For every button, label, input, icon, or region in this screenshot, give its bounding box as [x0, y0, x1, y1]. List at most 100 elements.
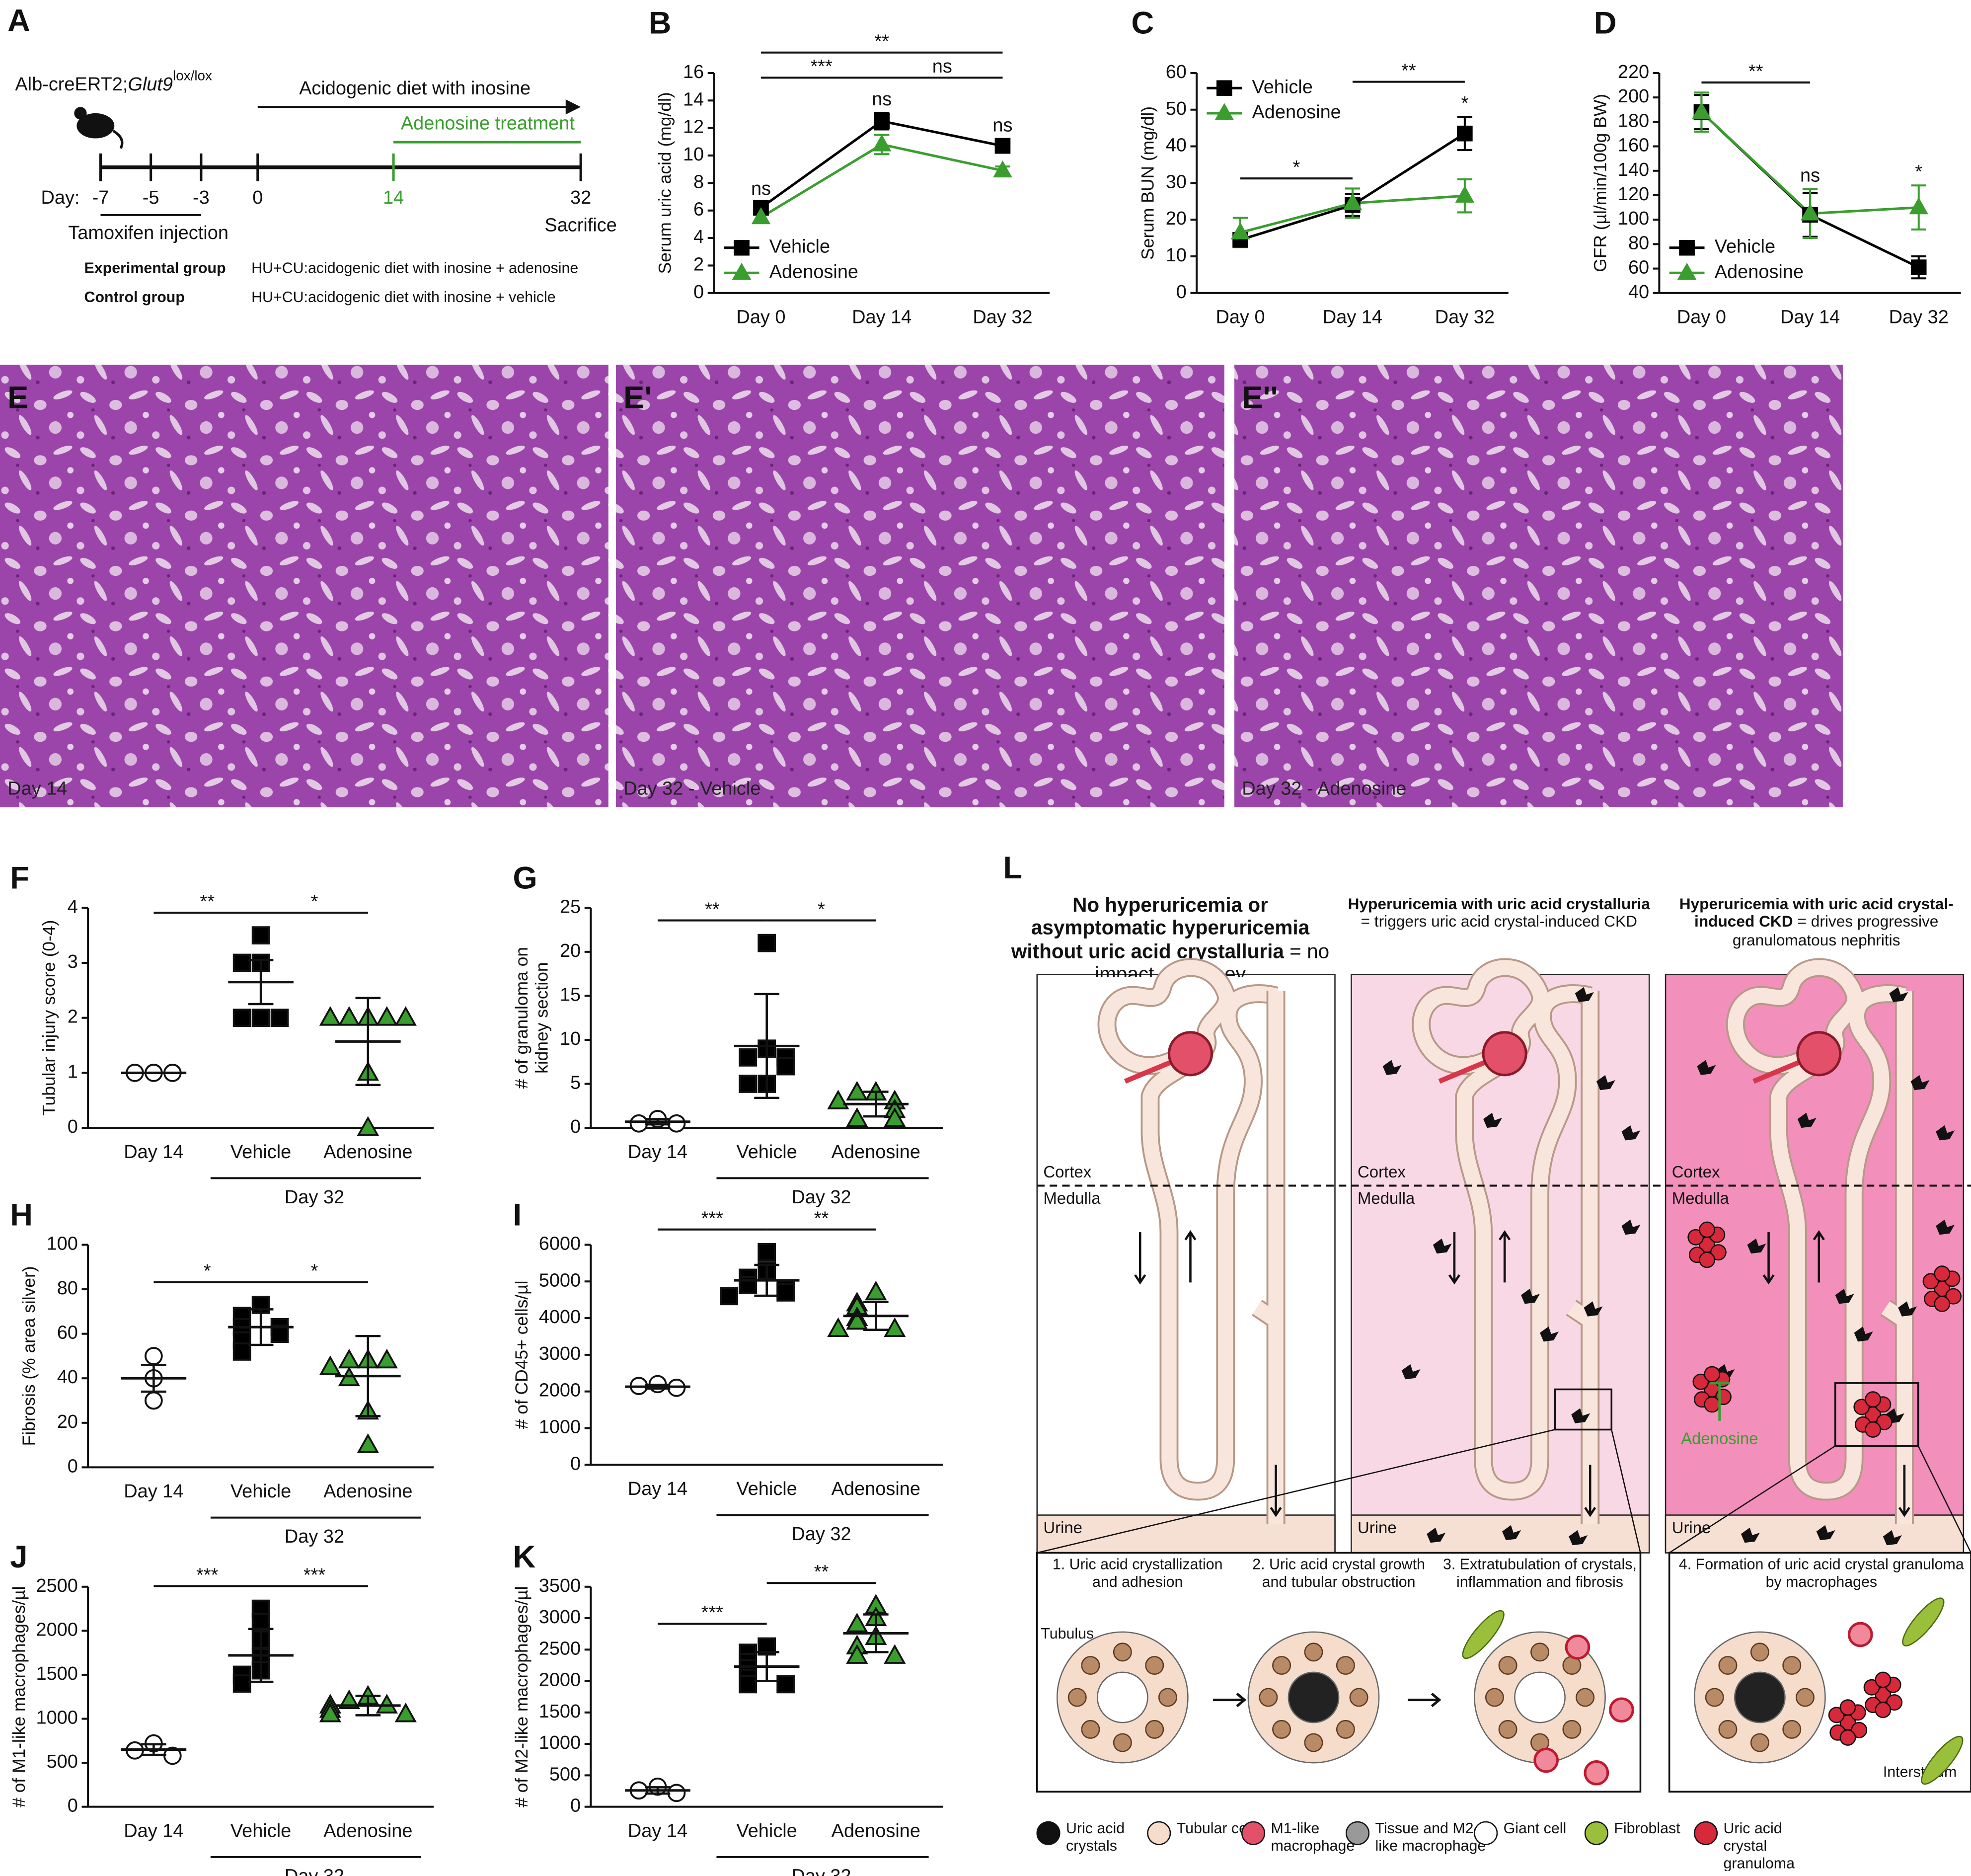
crystal	[1596, 1075, 1615, 1091]
marker	[846, 1644, 868, 1664]
marker	[251, 926, 270, 944]
granuloma-cell	[1839, 1699, 1856, 1716]
nephron	[1099, 960, 1278, 1499]
y-tick-label: 25	[560, 896, 581, 917]
x-tick-label: Vehicle	[737, 1820, 797, 1841]
y-tick-label: 60	[57, 1323, 78, 1343]
marker	[846, 1081, 868, 1101]
zone-label: Cortex	[1672, 1163, 1720, 1181]
image-caption: Day 32 - Adenosine	[1242, 778, 1406, 799]
group-label: Day 32	[285, 1866, 344, 1876]
text-run: Uric acid crystal granuloma	[1723, 1820, 1795, 1871]
marker	[776, 1283, 795, 1302]
legend-label-text: Uric acid crystals	[1066, 1820, 1172, 1855]
nucleus	[1304, 1642, 1323, 1662]
marker	[319, 1006, 342, 1026]
granuloma-cell	[1699, 1251, 1716, 1268]
y-tick-label: 2	[68, 1007, 78, 1027]
marker	[732, 262, 752, 280]
x-tick-label: Adenosine	[832, 1142, 920, 1163]
group-label: Day 32	[791, 1524, 851, 1545]
y-tick-label: 2500	[539, 1638, 581, 1659]
marker	[270, 1009, 289, 1027]
sd-bar	[355, 997, 381, 1087]
tamoxifen-label: Tamoxifen injection	[68, 223, 228, 243]
panel-letter: E	[7, 381, 28, 415]
legend-icon	[1036, 1821, 1061, 1845]
significance-label: *	[311, 891, 318, 912]
zone-label: Cortex	[1043, 1163, 1091, 1181]
sd-bar	[355, 1695, 381, 1717]
nucleus	[1259, 1688, 1278, 1707]
marker	[357, 1433, 379, 1453]
legend-label: Vehicle	[1252, 77, 1312, 97]
y-tick-label: 15	[560, 984, 581, 1005]
granuloma-cell	[1692, 1373, 1709, 1390]
granuloma-cell	[1863, 1679, 1880, 1696]
flow-arrow	[1584, 1465, 1596, 1517]
x-tick-label: Day 14	[1323, 307, 1382, 327]
panel-letter: F	[10, 860, 29, 895]
crystal	[1621, 1125, 1641, 1141]
legend-label: Uric acid crystal granuloma	[1723, 1820, 1795, 1871]
y-axis-title: Serum BUN (mg/dl)	[1137, 106, 1157, 260]
marker	[758, 934, 776, 952]
nucleus	[1498, 1720, 1517, 1739]
nucleus	[1750, 1642, 1769, 1662]
zone-label: Urine	[1043, 1518, 1082, 1537]
marker	[1457, 125, 1473, 142]
x-tick-label: Day 14	[124, 1481, 183, 1502]
y-axis-title: # of granuloma on	[512, 947, 531, 1089]
granuloma-cell	[1865, 1391, 1882, 1408]
nucleus	[1562, 1720, 1582, 1739]
legend-label: Adenosine	[1715, 261, 1804, 282]
y-tick-label: 200	[1618, 86, 1649, 107]
y-tick-label: 40	[1166, 135, 1187, 156]
zone-label: Urine	[1358, 1518, 1397, 1537]
nucleus	[1067, 1688, 1087, 1707]
significance-label: *	[818, 899, 825, 920]
sd-bar	[754, 993, 779, 1099]
marker	[846, 1107, 868, 1127]
significance-label: *	[204, 1261, 211, 1282]
column-heading: No hyperuricemia or asymptomatic hyperur…	[1011, 895, 1329, 977]
y-tick-label: 50	[1166, 98, 1187, 119]
crystal	[1483, 1112, 1503, 1128]
nucleus	[1081, 1656, 1100, 1675]
y-tick-label: 16	[683, 62, 704, 82]
marker	[993, 160, 1012, 178]
day-label: -5	[143, 187, 159, 208]
crystal	[1502, 1525, 1521, 1541]
y-tick-label: 0	[68, 1456, 78, 1477]
crystal	[1936, 1125, 1955, 1141]
marker	[319, 1703, 342, 1722]
significance-label: ***	[810, 56, 833, 77]
nucleus	[1782, 1720, 1802, 1739]
marker	[1677, 262, 1697, 280]
marker	[734, 239, 750, 256]
group-label: Day 32	[791, 1866, 851, 1876]
nucleus	[1145, 1720, 1164, 1739]
group-regimen: HU+CU:acidogenic diet with inosine + ade…	[251, 260, 578, 277]
marker	[251, 1009, 270, 1027]
crystal	[1697, 1060, 1716, 1075]
chart-K: 0 500 1000 1500 2000 2500 3000 3500 # of M2-like…	[512, 1540, 943, 1876]
marker	[1455, 185, 1475, 203]
panel-letter: B	[649, 5, 672, 40]
step-text-text: 2. Uric acid crystal growth and tubular …	[1238, 1557, 1440, 1591]
marker	[338, 1689, 361, 1709]
nucleus	[1705, 1688, 1724, 1707]
granuloma-cell	[1710, 1244, 1727, 1261]
marker	[739, 1048, 758, 1067]
nucleus	[1485, 1688, 1504, 1707]
day-label: 0	[252, 187, 263, 208]
nucleus	[1272, 1720, 1291, 1739]
strain: Alb-creERT2;	[15, 74, 128, 95]
crystal	[1898, 1301, 1917, 1317]
group-name: Experimental group	[84, 260, 226, 277]
nucleus	[1272, 1656, 1291, 1675]
mouse-icon	[112, 130, 124, 149]
y-tick-label: 0	[570, 1453, 581, 1474]
zoom-box	[1554, 1388, 1613, 1431]
